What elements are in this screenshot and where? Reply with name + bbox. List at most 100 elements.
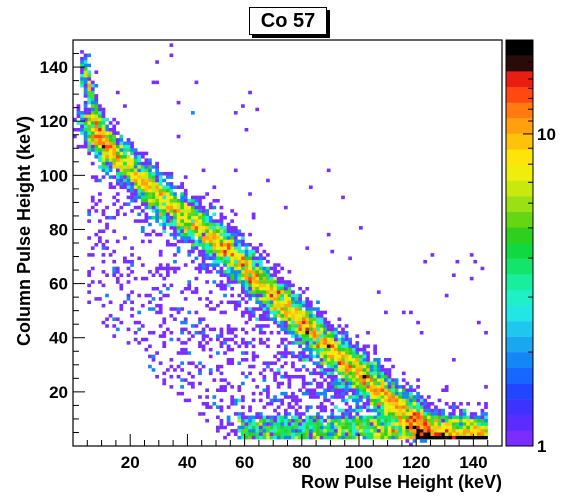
heatmap-cell: [208, 371, 213, 376]
heatmap-cell: [269, 300, 274, 305]
heatmap-cell: [158, 182, 163, 186]
heatmap-cell: [212, 226, 217, 230]
heatmap-cell: [362, 395, 367, 399]
heatmap-cell: [319, 418, 324, 423]
heatmap-cell: [373, 351, 378, 355]
heatmap-cell: [323, 351, 327, 355]
heatmap-cell: [319, 425, 324, 430]
heatmap-cell: [183, 226, 188, 230]
heatmap-cell: [87, 138, 92, 142]
heatmap-cell: [201, 239, 206, 244]
heatmap-cell: [376, 374, 381, 379]
heatmap-cell: [258, 435, 263, 440]
heatmap-cell: [416, 422, 420, 426]
heatmap-cell: [344, 388, 349, 393]
heatmap-cell: [308, 320, 313, 325]
heatmap-cell: [333, 364, 338, 369]
heatmap-cell: [87, 70, 92, 74]
heatmap-cell: [430, 408, 435, 413]
heatmap-cell: [83, 73, 88, 78]
heatmap-cell: [376, 402, 381, 406]
heatmap-cell: [398, 435, 403, 440]
heatmap-cell: [469, 435, 474, 440]
heatmap-cell: [237, 266, 242, 271]
heatmap-cell: [337, 418, 342, 423]
heatmap-cell: [416, 412, 420, 416]
heatmap-cell: [330, 324, 335, 328]
heatmap-cell: [308, 381, 313, 386]
heatmap-cell: [219, 425, 224, 430]
heatmap-cell: [326, 364, 331, 369]
heatmap-cell: [384, 388, 388, 393]
heatmap-cell: [398, 422, 403, 426]
heatmap-cell: [330, 330, 335, 335]
heatmap-cell: [391, 385, 395, 389]
heatmap-cell: [90, 161, 95, 166]
heatmap-cell: [258, 307, 263, 311]
heatmap-cell: [148, 300, 152, 305]
heatmap-cell: [273, 429, 277, 433]
heatmap-cell: [341, 347, 345, 352]
heatmap-cell: [98, 117, 102, 122]
heatmap-cell: [133, 158, 138, 162]
heatmap-cell: [258, 256, 263, 261]
heatmap-cell: [362, 371, 367, 376]
heatmap-cell: [194, 324, 199, 328]
heatmap-cell: [90, 117, 95, 122]
heatmap-cell: [230, 226, 235, 230]
heatmap-cell: [426, 422, 431, 426]
heatmap-cell: [205, 334, 210, 338]
heatmap-cell: [348, 385, 353, 389]
heatmap-cell: [183, 347, 188, 352]
heatmap-cell: [316, 435, 320, 440]
heatmap-cell: [323, 310, 327, 315]
heatmap-cell: [87, 283, 92, 288]
heatmap-cell: [308, 314, 313, 318]
heatmap-cell: [194, 222, 199, 227]
heatmap-cell: [451, 273, 456, 277]
heatmap-cell: [101, 253, 106, 257]
heatmap-cell: [241, 425, 245, 430]
heatmap-cell: [241, 398, 245, 403]
heatmap-cell: [194, 229, 199, 233]
heatmap-cell: [162, 222, 167, 227]
heatmap-cell: [198, 297, 202, 301]
heatmap-cell: [130, 246, 134, 250]
heatmap-cell: [319, 385, 324, 389]
heatmap-cell: [219, 239, 224, 244]
heatmap-cell: [473, 259, 478, 264]
heatmap-cell: [158, 192, 163, 196]
heatmap-cell: [255, 283, 260, 288]
heatmap-cell: [394, 429, 399, 433]
heatmap-cell: [194, 286, 199, 291]
heatmap-cell: [176, 246, 181, 250]
heatmap-cell: [366, 429, 370, 433]
heatmap-cell: [187, 226, 192, 230]
heatmap-cell: [219, 205, 224, 210]
heatmap-cell: [201, 195, 206, 200]
heatmap-cell: [126, 182, 131, 186]
heatmap-cell: [333, 354, 338, 359]
heatmap-cell: [237, 253, 242, 257]
heatmap-cell: [237, 429, 242, 433]
heatmap-cell: [387, 408, 392, 413]
colorbar-segment: [506, 133, 533, 150]
heatmap-cell: [87, 127, 92, 132]
heatmap-cell: [484, 425, 488, 430]
heatmap-cell: [251, 337, 256, 342]
heatmap-cell: [480, 422, 485, 426]
heatmap-cell: [130, 188, 134, 193]
heatmap-cell: [273, 425, 277, 430]
heatmap-cell: [319, 334, 324, 338]
heatmap-cell: [208, 202, 213, 206]
heatmap-cell: [176, 337, 181, 342]
heatmap-cell: [276, 351, 281, 355]
heatmap-cell: [301, 327, 306, 332]
heatmap-cell: [219, 327, 224, 332]
colorbar-segment: [506, 118, 533, 134]
heatmap-cell: [133, 330, 138, 335]
heatmap-cell: [233, 246, 238, 250]
heatmap-cell: [144, 337, 149, 342]
heatmap-cell: [187, 229, 192, 233]
heatmap-cell: [105, 246, 109, 250]
